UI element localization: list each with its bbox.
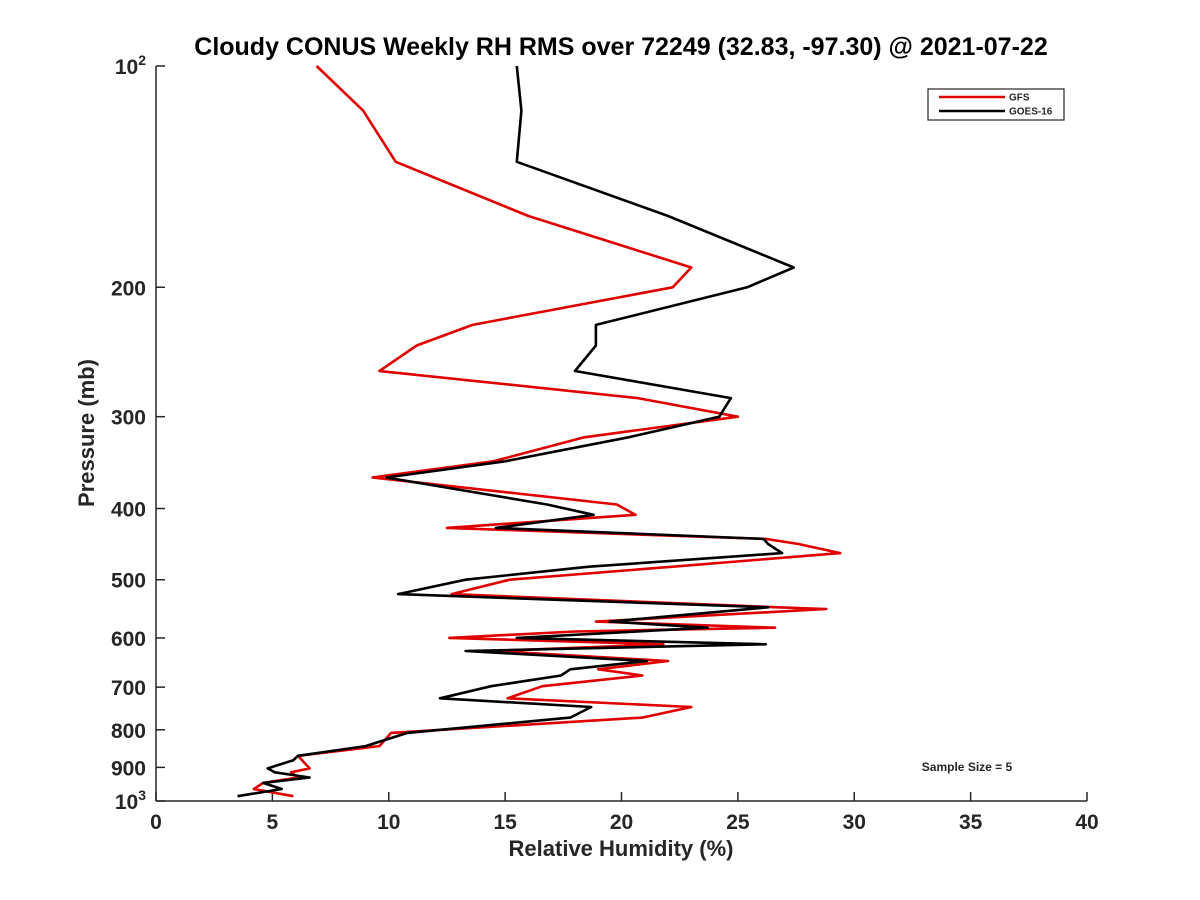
x-tick-label: 35 — [959, 811, 983, 834]
y-tick-label: 103 — [115, 787, 146, 814]
y-tick-label: 700 — [111, 677, 146, 700]
y-tick-label: 102 — [115, 52, 146, 79]
y-tick-label-base: 600 — [111, 628, 146, 651]
y-tick-label-base: 900 — [111, 757, 146, 780]
x-tick-label: 40 — [1075, 811, 1098, 834]
y-tick-label-exponent: 3 — [138, 787, 146, 803]
chart-title: Cloudy CONUS Weekly RH RMS over 72249 (3… — [194, 33, 1047, 61]
series-line-gfs — [252, 65, 842, 798]
x-tick-label: 15 — [493, 811, 517, 834]
legend-label-gfs: GFS — [1009, 93, 1030, 104]
legend: GFS GOES-16 — [927, 88, 1065, 121]
x-axis-label: Relative Humidity (%) — [509, 836, 734, 861]
series-layer — [237, 65, 842, 798]
series-line-goes16 — [237, 65, 796, 798]
y-tick-label: 600 — [111, 628, 146, 651]
x-tick-label: 5 — [267, 811, 279, 834]
y-tick-label: 800 — [111, 720, 146, 743]
x-tick-label: 10 — [377, 811, 400, 834]
y-tick-label: 500 — [111, 570, 146, 593]
y-tick-label: 400 — [111, 499, 146, 522]
y-tick-label-base: 400 — [111, 499, 146, 522]
x-tick-label: 30 — [843, 811, 866, 834]
x-tick-label: 25 — [726, 811, 750, 834]
x-axis-ticks: 0 5 10 15 20 25 30 35 40 — [150, 792, 1099, 834]
x-tick-label: 20 — [610, 811, 633, 834]
sample-size-annotation: Sample Size = 5 — [922, 760, 1013, 774]
y-tick-label-base: 700 — [111, 677, 146, 700]
y-tick-label-base: 800 — [111, 720, 146, 743]
y-tick-label-base: 500 — [111, 570, 146, 593]
legend-box — [927, 88, 1065, 121]
y-tick-label: 900 — [111, 757, 146, 780]
x-tick-label: 0 — [150, 811, 162, 834]
y-axis-label: Pressure (mb) — [74, 359, 99, 507]
y-tick-label-base: 10 — [115, 56, 138, 79]
legend-label-goes16: GOES-16 — [1009, 107, 1053, 118]
y-tick-label-base: 10 — [115, 791, 138, 814]
y-tick-label-base: 300 — [111, 407, 146, 430]
y-tick-label: 300 — [111, 407, 146, 430]
y-tick-label-exponent: 2 — [138, 52, 146, 68]
y-tick-label: 200 — [111, 277, 146, 300]
y-tick-label-base: 200 — [111, 277, 146, 300]
